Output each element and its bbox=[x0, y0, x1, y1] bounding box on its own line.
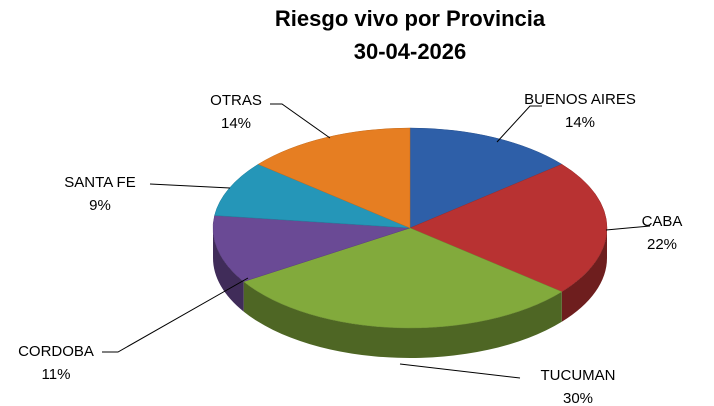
slice-value-label: 30% bbox=[563, 390, 593, 406]
slice-label: TUCUMAN bbox=[541, 367, 616, 384]
slice-label: CABA bbox=[642, 213, 683, 230]
slice-value-label: 14% bbox=[221, 115, 251, 132]
leader-line bbox=[102, 277, 249, 353]
slice-label: SANTA FE bbox=[64, 174, 135, 191]
leader-line bbox=[605, 225, 651, 231]
pie-slice bbox=[257, 127, 411, 229]
slice-label: CORDOBA bbox=[18, 343, 94, 360]
leader-line bbox=[270, 103, 331, 139]
slice-value-label: 9% bbox=[89, 197, 111, 214]
pie-side bbox=[213, 228, 244, 312]
pie-slice bbox=[243, 227, 563, 329]
leader-line bbox=[149, 183, 231, 189]
chart-title: Riesgo vivo por Provincia bbox=[275, 6, 546, 31]
leader-line bbox=[399, 363, 521, 379]
slice-label: OTRAS bbox=[210, 92, 262, 109]
chart-subtitle: 30-04-2026 bbox=[354, 39, 467, 64]
pie-slice bbox=[212, 215, 411, 282]
slice-value-label: 11% bbox=[42, 366, 71, 383]
pie-side bbox=[243, 281, 562, 358]
slice-label: BUENOS AIRES bbox=[524, 91, 636, 108]
pie-slice bbox=[409, 163, 608, 293]
pie-slice bbox=[409, 127, 563, 229]
slice-value-label: 14% bbox=[565, 114, 595, 131]
slice-value-label: 22% bbox=[647, 236, 677, 253]
leader-line bbox=[496, 105, 542, 143]
